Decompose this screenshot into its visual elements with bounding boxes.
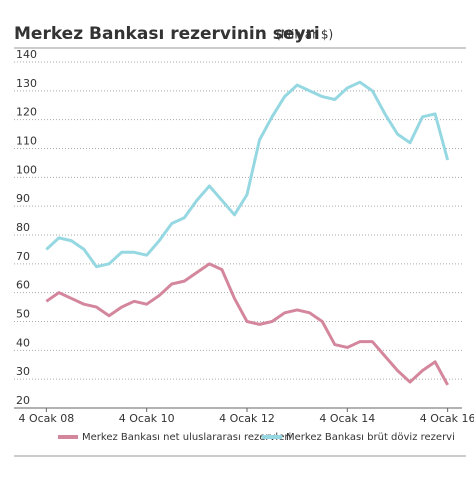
x-tick-label: 4 Ocak 14 bbox=[319, 412, 375, 425]
y-tick-label: 30 bbox=[16, 365, 30, 378]
legend-label: Merkez Bankası net uluslararası rezervle… bbox=[82, 432, 291, 443]
x-tick-label: 4 Ocak 16 bbox=[420, 412, 474, 425]
y-tick-label: 100 bbox=[16, 163, 37, 176]
x-tick-label: 4 Ocak 10 bbox=[119, 412, 175, 425]
y-tick-label: 40 bbox=[16, 336, 30, 349]
legend-label: Merkez Bankası brüt döviz rezervi bbox=[286, 432, 455, 443]
chart-title: Merkez Bankası rezervinin seyri bbox=[14, 24, 320, 44]
y-tick-label: 120 bbox=[16, 106, 37, 119]
series-line bbox=[45, 80, 450, 269]
y-tick-label: 130 bbox=[16, 77, 37, 90]
y-tick-label: 80 bbox=[16, 221, 30, 234]
y-tick-label: 90 bbox=[16, 192, 30, 205]
x-tick-label: 4 Ocak 08 bbox=[18, 412, 74, 425]
y-tick-label: 140 bbox=[16, 48, 37, 61]
series-line bbox=[45, 262, 449, 386]
y-tick-label: 50 bbox=[16, 308, 30, 321]
x-tick-label: 4 Ocak 12 bbox=[219, 412, 275, 425]
y-tick-label: 110 bbox=[16, 135, 37, 148]
y-tick-label: 20 bbox=[16, 394, 30, 407]
chart-subtitle: (Milyar $) bbox=[276, 28, 333, 42]
y-tick-label: 70 bbox=[16, 250, 30, 263]
y-tick-label: 60 bbox=[16, 279, 30, 292]
